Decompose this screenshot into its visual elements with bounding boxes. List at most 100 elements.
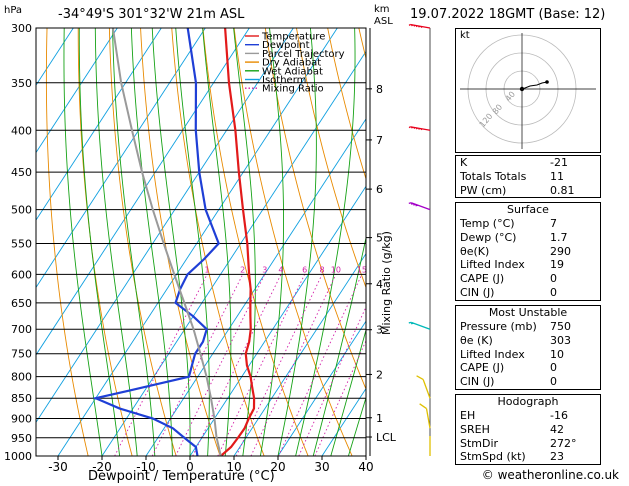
x-tick-label: 20 (270, 460, 285, 474)
km-tick-label: 4 (376, 278, 383, 291)
x-tick-label: 30 (314, 460, 329, 474)
table-row: θe (K) 303 (456, 334, 600, 348)
asl-unit-label: ASL (374, 16, 393, 27)
isotherm-line (145, 118, 366, 456)
pressure-tick-label: 500 (11, 204, 32, 217)
pressure-tick-label: 700 (11, 323, 32, 336)
wind-barb (408, 321, 431, 330)
x-tick-label: -30 (48, 460, 68, 474)
hodograph-origin-point (519, 86, 525, 92)
wind-barb-flag (416, 375, 424, 381)
hodo-value: 23 (550, 450, 564, 464)
pressure-tick-label: 800 (11, 371, 32, 384)
pressure-tick-label: 950 (11, 432, 32, 445)
km-tick-label: 3 (376, 324, 383, 337)
surface-label: Temp (°C) (460, 217, 515, 230)
wind-barb (419, 403, 431, 429)
legend-label: Wet Adiabat (262, 66, 323, 77)
dry-adiabat-line (327, 28, 366, 181)
mixing-ratio-axis-label: Mixing Ratio (g/kg) (380, 231, 393, 335)
hodograph-end-point (545, 80, 549, 84)
plot-frame (35, 27, 367, 457)
isotherm-line (189, 185, 366, 456)
legend-label: Dewpoint (262, 40, 310, 51)
wet-adiabat-line (330, 328, 366, 456)
pressure-tick-label: 550 (11, 237, 32, 250)
table-row: Lifted Index 10 (456, 348, 600, 362)
hodo-label: StmDir (460, 436, 499, 450)
surface-value: 7 (550, 217, 557, 230)
isotherm-line (36, 28, 206, 289)
mu-label: CIN (J) (460, 375, 495, 389)
surface-value: 290 (550, 244, 571, 258)
km-tick-label: 2 (376, 368, 383, 381)
mixing-ratio-tick-label: 3 (262, 265, 267, 274)
mu-label: Pressure (mb) (460, 320, 537, 333)
wet-adiabat-line (112, 28, 156, 456)
pressure-tick-label: 450 (11, 166, 32, 179)
pressure-tick-label: 350 (11, 77, 32, 90)
isotherm-line (36, 28, 118, 154)
wind-barb-flag (413, 127, 416, 130)
wind-barb (416, 375, 431, 399)
index-value: 11 (550, 169, 564, 183)
table-row: SREH 42 (456, 423, 600, 437)
dry-adiabat-line (45, 28, 89, 456)
hodo-label: SREH (460, 422, 490, 436)
dry-adiabat-line (296, 28, 366, 289)
copyright-footer: © weatheronline.co.uk (481, 468, 619, 482)
mixing-ratio-tick-label: 8 (319, 265, 324, 274)
wind-barb-flag (415, 204, 419, 207)
km-tick-label: LCL (376, 431, 397, 444)
wind-barb (408, 202, 431, 211)
surface-label: CAPE (J) (460, 272, 505, 286)
mixing-ratio-line (151, 274, 244, 456)
mixing-ratio-tick-label: 15 (357, 265, 367, 274)
wind-barb (408, 23, 431, 29)
profile-series (92, 28, 256, 456)
wind-barb-flag (415, 25, 418, 28)
hodo-label: StmSpd (kt) (460, 450, 526, 464)
mixing-ratio-line (192, 274, 282, 456)
wind-barb-flag (410, 202, 414, 205)
index-value: 0.81 (550, 183, 575, 197)
x-axis-label: Dewpoint / Temperature (°C) (88, 469, 275, 484)
wind-barbs (408, 23, 431, 456)
pressure-tick-label: 1000 (4, 450, 32, 463)
km-tick-label: 1 (376, 412, 383, 425)
table-row: StmDir 272° (456, 437, 600, 451)
hodograph-unit-label: kt (460, 30, 470, 41)
hodograph-ring-label: 80 (491, 103, 504, 117)
wind-barb-flag (408, 321, 412, 324)
legend-label: Isotherm (262, 75, 306, 86)
wind-barb-flag (413, 203, 416, 206)
indices-table: K -21 Totals Totals 11 PW (cm) 0.81 (455, 155, 601, 199)
pressure-tick-label: 400 (11, 124, 32, 137)
table-row: CIN (J) 0 (456, 375, 600, 389)
km-tick-label: 6 (376, 183, 383, 196)
hodograph-title: Hodograph (497, 395, 559, 408)
x-tick-label: -10 (136, 460, 156, 474)
hodo-label: EH (460, 409, 476, 422)
wind-barb-staff (422, 379, 431, 399)
wind-barb-staff (410, 23, 431, 29)
isotherm-line (57, 28, 338, 456)
wind-barb-flag (415, 127, 418, 130)
mu-label: CAPE (J) (460, 361, 505, 375)
mixing-ratio-tick-label: 4 (278, 265, 283, 274)
surface-label: CIN (J) (460, 285, 495, 299)
x-tick-label: -20 (92, 460, 112, 474)
surface-value: 19 (550, 258, 564, 272)
table-row: PW (cm) 0.81 (456, 184, 600, 198)
hodograph-trace (521, 81, 548, 90)
table-row: CIN (J) 0 (456, 286, 600, 300)
index-label: PW (cm) (460, 183, 507, 197)
x-tick-label: 10 (226, 460, 241, 474)
wind-barb-flag (411, 24, 414, 27)
pressure-tick-label: 650 (11, 297, 32, 310)
pressure-unit-label: hPa (4, 5, 23, 16)
table-row: StmSpd (kt) 23 (456, 450, 600, 464)
wind-barb-flag (418, 25, 421, 28)
